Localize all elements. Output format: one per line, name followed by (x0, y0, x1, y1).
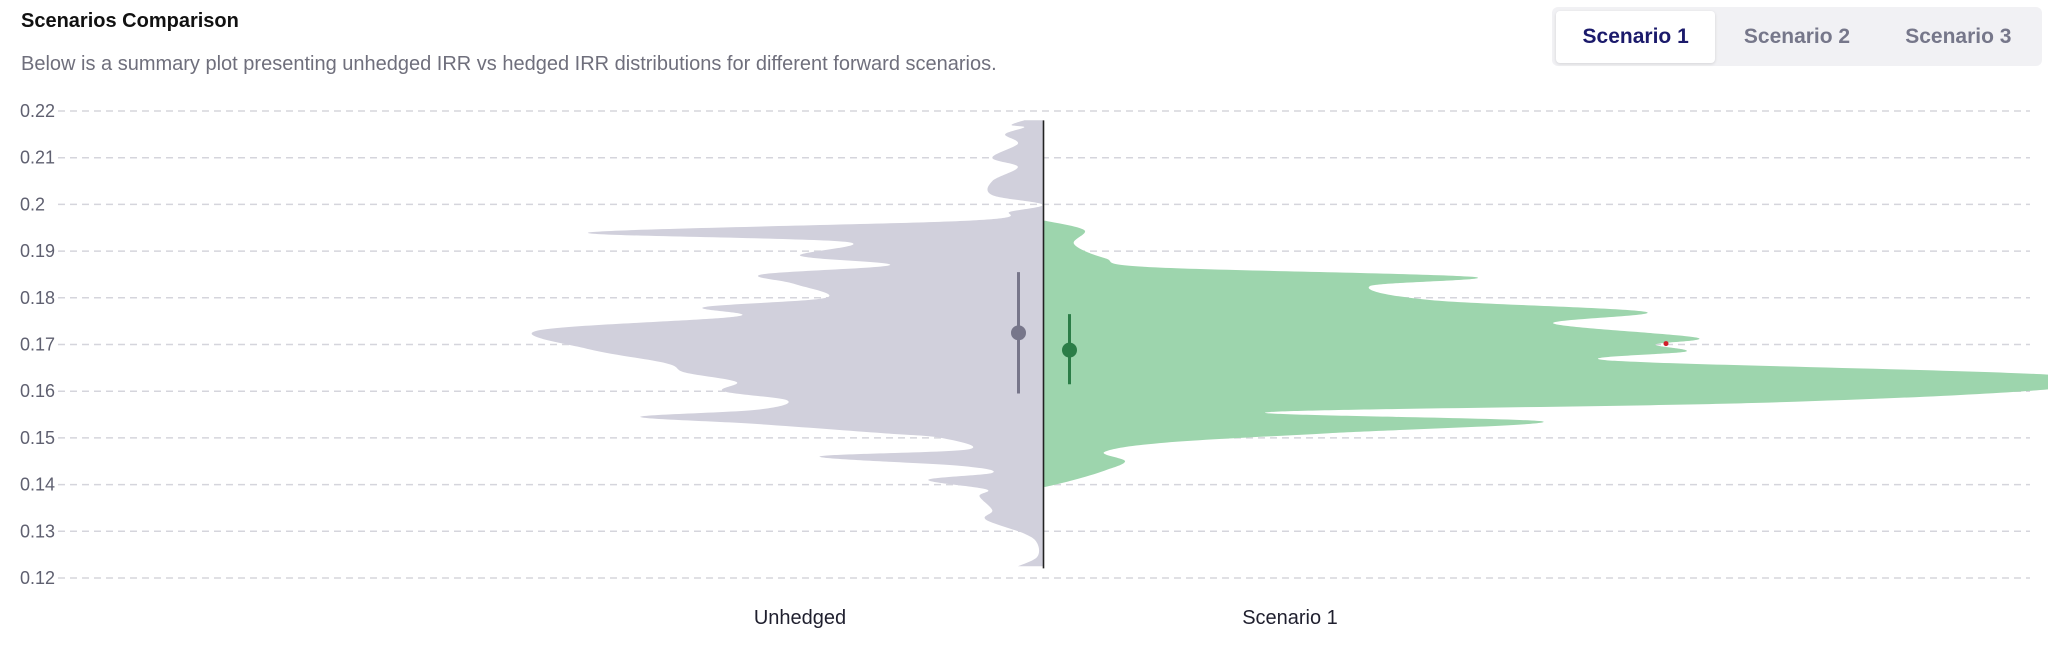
median-point-unhedged (1011, 325, 1026, 341)
tab-scenario-3[interactable]: Scenario 3 (1905, 24, 2012, 48)
y-tick-label: 0.15 (20, 428, 55, 448)
violin-scenario-1 (1043, 220, 2048, 487)
y-tick-label: 0.19 (20, 241, 55, 261)
category-label-unhedged: Unhedged (754, 607, 846, 629)
y-tick-label: 0.21 (20, 148, 55, 168)
y-tick-label: 0.18 (20, 288, 55, 308)
y-tick-label: 0.13 (20, 521, 55, 541)
outlier-point (1663, 341, 1669, 347)
median-point-scenario-1 (1062, 342, 1077, 358)
violin-unhedged (531, 120, 1044, 567)
scenario-tabs: Scenario 1 Scenario 2 Scenario 3 (1552, 7, 2042, 66)
y-tick-label: 0.14 (20, 475, 55, 495)
tab-scenario-1[interactable]: Scenario 1 (1556, 10, 1716, 63)
y-tick-label: 0.12 (20, 568, 55, 588)
category-label-scenario-1: Scenario 1 (1242, 607, 1338, 629)
y-tick-label: 0.2 (20, 194, 45, 214)
y-tick-label: 0.22 (20, 101, 55, 121)
chart-title: Scenarios Comparison (21, 10, 239, 32)
y-tick-label: 0.16 (20, 381, 55, 401)
chart-subtitle: Below is a summary plot presenting unhed… (21, 53, 997, 75)
median-markers (1011, 272, 1669, 394)
y-axis-ticks: 0.12 0.13 0.14 0.15 0.16 0.17 0.18 0.19 0.2 0.21 0… (20, 101, 55, 588)
y-tick-label: 0.17 (20, 335, 55, 355)
tab-scenario-2[interactable]: Scenario 2 (1743, 24, 1851, 48)
